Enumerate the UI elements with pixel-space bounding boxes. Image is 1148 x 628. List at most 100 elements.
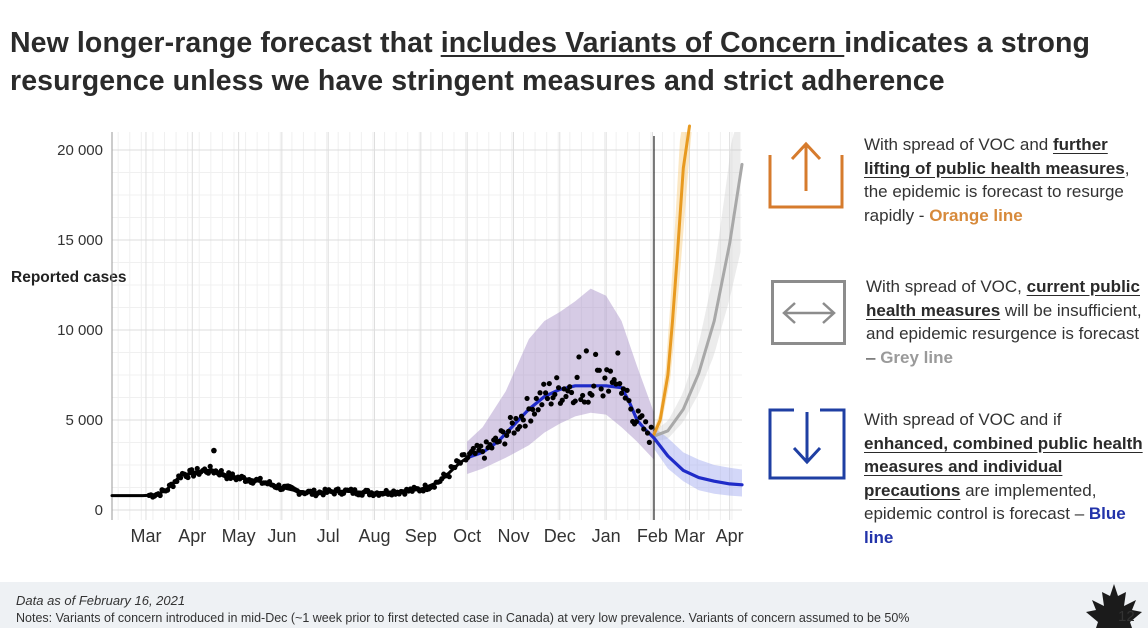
observed-point — [257, 475, 263, 481]
observed-point — [598, 386, 604, 392]
footer-notes: Notes: Variants of concern introduced in… — [16, 611, 910, 625]
observed-point — [528, 418, 534, 424]
observed-point — [624, 387, 630, 393]
page-number: 12 — [1118, 608, 1135, 625]
x-tick-label: Aug — [358, 526, 390, 546]
observed-point — [409, 488, 415, 494]
observed-point — [600, 393, 606, 399]
observed-point — [580, 392, 586, 399]
observed-point — [431, 484, 438, 490]
observed-point — [555, 385, 562, 391]
observed-point — [593, 351, 599, 357]
observed-point — [574, 374, 580, 380]
observed-point — [646, 439, 652, 445]
observed-point — [572, 398, 578, 404]
observed-point — [207, 463, 213, 469]
observed-point — [567, 384, 573, 390]
observed-point — [552, 391, 558, 398]
observed-point — [581, 399, 588, 405]
observed-point — [465, 454, 471, 461]
observed-point — [511, 430, 517, 436]
grey-forecast-line — [652, 162, 744, 438]
observed-point — [605, 388, 612, 394]
observed-point — [615, 350, 621, 356]
observed-point — [365, 487, 371, 494]
observed-point — [611, 376, 617, 383]
observed-point — [530, 406, 536, 413]
observed-point — [563, 393, 569, 400]
observed-point — [185, 474, 191, 481]
observed-point — [189, 467, 195, 473]
observed-point — [402, 491, 408, 497]
observed-point — [578, 396, 584, 403]
arrow-down-icon — [768, 408, 846, 480]
observed-point — [537, 390, 543, 396]
observed-point — [224, 476, 230, 482]
y-tick-label: 20 000 — [57, 142, 103, 159]
observed-point — [607, 368, 614, 374]
x-tick-label: Dec — [544, 526, 576, 546]
observed-point — [546, 380, 552, 387]
observed-point — [513, 415, 519, 422]
observed-point — [589, 392, 595, 398]
observed-point — [639, 413, 645, 419]
orange-forecast-line — [652, 124, 691, 436]
observed-point — [211, 447, 217, 454]
observed-point — [591, 383, 597, 389]
observed-point — [216, 472, 223, 478]
x-tick-label: Mar — [674, 526, 705, 546]
observed-point — [383, 487, 389, 494]
x-tick-label: Apr — [716, 526, 744, 546]
x-tick-label: Oct — [453, 526, 481, 546]
observed-point — [240, 474, 247, 480]
observed-point — [457, 460, 463, 466]
observed-point — [648, 424, 654, 430]
orange-line-label: Orange line — [929, 205, 1023, 225]
y-axis-label: Reported cases — [11, 269, 127, 286]
observed-point — [539, 402, 545, 408]
observed-point — [628, 406, 634, 412]
observed-point — [164, 487, 171, 493]
observed-point — [507, 414, 513, 421]
observed-point — [544, 395, 551, 402]
observed-point — [276, 482, 282, 488]
legend-orange-text: With spread of VOC and further lifting o… — [864, 135, 1130, 225]
y-tick-labels: 0 5 000 10 000 15 000 20 000 — [57, 142, 103, 519]
observed-point — [489, 445, 495, 451]
legend-grey-text: With spread of VOC, current public healt… — [866, 277, 1142, 367]
observed-point — [502, 441, 508, 447]
observed-point — [622, 395, 628, 401]
observed-point — [446, 474, 452, 480]
observed-point — [626, 397, 632, 404]
observed-point — [218, 467, 224, 474]
arrow-up-icon — [768, 141, 844, 209]
x-tick-label: Nov — [497, 526, 529, 546]
x-tick-label: Jul — [317, 526, 340, 546]
observed-points — [146, 348, 654, 500]
x-tick-label: Jan — [592, 526, 621, 546]
observed-point — [585, 399, 591, 405]
legend-blue-text: With spread of VOC and if enhanced, comb… — [864, 410, 1143, 547]
observed-point — [576, 354, 582, 360]
observed-point — [533, 395, 539, 402]
observed-point — [478, 443, 484, 449]
observed-point — [481, 455, 488, 461]
observed-point — [479, 448, 486, 455]
observed-point — [643, 419, 649, 425]
observed-point — [617, 381, 623, 387]
x-tick-label: Sep — [405, 526, 437, 546]
observed-point — [320, 492, 326, 498]
observed-point — [174, 478, 180, 484]
observed-point — [496, 438, 502, 444]
observed-point — [522, 423, 528, 429]
observed-point — [524, 395, 530, 402]
footer: Data as of February 16, 2021 Notes: Vari… — [0, 582, 1148, 628]
maple-leaf-icon — [1086, 584, 1142, 628]
y-tick-label: 15 000 — [57, 232, 103, 249]
observed-point — [548, 401, 554, 407]
x-tick-label: Jun — [267, 526, 296, 546]
observed-point — [504, 432, 510, 438]
observed-point — [470, 445, 476, 452]
observed-point — [331, 491, 337, 497]
observed-point — [531, 411, 538, 417]
